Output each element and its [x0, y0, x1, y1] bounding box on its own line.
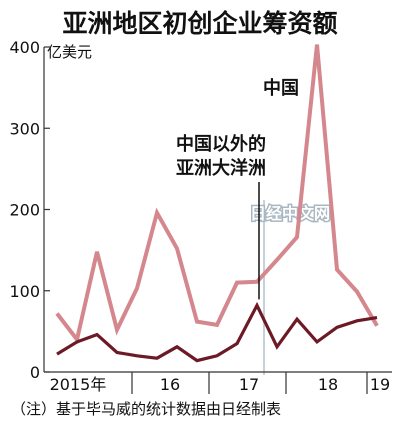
annotation-other-asia: 中国以外的亚洲大洋洲: [176, 133, 266, 300]
x-tick-label: 16: [160, 375, 180, 394]
y-tick-label: 300: [9, 119, 40, 138]
x-tick-label: 19: [370, 375, 390, 394]
y-tick-label: 400: [9, 38, 40, 57]
x-axis: 2015年 16 17 18 19: [44, 371, 392, 394]
annotation-china: 中国: [263, 77, 299, 99]
series-line-other-asia: [56, 301, 378, 363]
svg-text:中国以外的亚洲大洋洲: 中国以外的亚洲大洋洲: [176, 133, 266, 179]
watermark: 日经中文网: [249, 200, 332, 375]
chart-title: 亚洲地区初创企业筹资额: [62, 9, 337, 38]
x-tick-label: 2015年: [50, 375, 107, 394]
x-tick-label: 17: [239, 375, 259, 394]
y-tick-label: 200: [9, 201, 40, 220]
series-line-china: [55, 44, 379, 345]
x-tick-label: 18: [318, 375, 338, 394]
y-axis: 0 100 200 300 400: [9, 38, 50, 382]
series-group: [55, 44, 379, 363]
y-tick-label: 100: [9, 282, 40, 301]
svg-text:中国: 中国: [263, 77, 299, 99]
y-unit-label: 亿美元: [47, 43, 92, 61]
footnote: （注）基于毕马威的统计数据由日经制表: [11, 400, 281, 418]
svg-text:日经中文网: 日经中文网: [250, 204, 330, 223]
y-tick-label: 0: [30, 363, 40, 382]
